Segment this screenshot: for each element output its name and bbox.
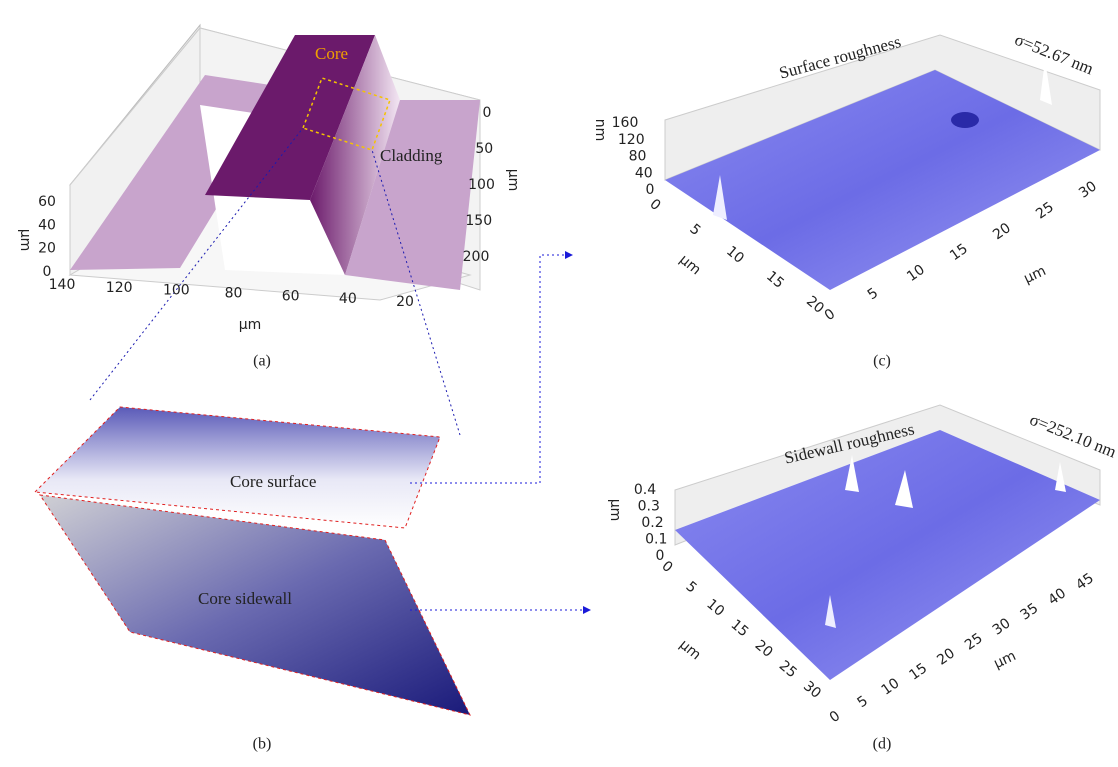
tick-label: 15 [728,617,752,641]
tick-label: 25 [776,658,800,682]
tick-label: 100 [468,177,495,193]
y-unit: μm [676,252,704,279]
tick-label: 80 [629,149,647,165]
tick-label: 0.3 [638,499,660,515]
caption: (d) [873,736,892,753]
tick-label: 0.1 [645,532,667,548]
x-unit: μm [991,648,1018,672]
z-unit: μm [607,499,623,522]
tick-label: 0 [646,182,655,198]
tick-label: 140 [49,277,76,293]
tick-label: 15 [763,268,787,292]
tick-label: 200 [463,249,490,265]
tick-label: 40 [339,291,357,307]
caption: (b) [253,736,272,753]
panel-b: Core surface Core sidewall (b) [35,255,590,753]
y-unit: μm [676,637,704,664]
tick-label: 160 [612,115,639,131]
sidewall-label: Core sidewall [198,589,292,608]
tick-label: 80 [225,286,243,302]
panel-c: Surface roughness σ=52.67 nm nm μm μm (c… [592,30,1100,370]
tick-label: 0.4 [634,482,656,498]
tick-label: 20 [934,645,958,668]
tick-label: 5 [855,693,871,711]
tick-label: 40 [38,217,56,233]
tick-label: 0 [822,306,838,324]
tick-label: 40 [1045,585,1069,608]
tick-label: 25 [1033,199,1057,222]
x-unit: μm [1021,263,1048,287]
tick-label: 15 [906,660,930,683]
tick-label: 0 [646,196,663,214]
tick-label: 5 [686,221,703,239]
tick-label: 40 [635,165,653,181]
tick-label: 25 [962,630,986,653]
tick-label: 45 [1073,570,1097,593]
tick-label: 100 [163,283,190,299]
tick-label: 10 [879,675,903,698]
tick-label: 120 [618,132,645,148]
tick-label: 30 [990,615,1014,638]
tick-label: 20 [752,637,776,661]
core-label: Core [315,44,348,63]
tick-label: 5 [865,285,881,303]
tick-label: 0 [483,105,492,121]
tick-label: 150 [465,213,492,229]
tick-label: 15 [947,241,971,264]
caption: (a) [253,353,271,370]
tick-label: 10 [723,243,747,267]
tick-label: 120 [106,280,133,296]
tick-label: 10 [904,262,928,285]
tick-label: 60 [282,288,300,304]
surface-label: Core surface [230,472,316,491]
panel-a: Core Cladding μm μm μm (a) [17,25,521,435]
tick-label: 20 [396,294,414,310]
z-unit: μm [17,229,33,252]
tick-label: 0 [827,708,843,726]
x-unit: μm [239,317,262,333]
z-unit: nm [592,119,608,142]
caption: (c) [873,353,891,370]
tick-label: 30 [1076,178,1100,201]
tick-label: 5 [683,579,700,597]
tick-label: 10 [703,596,727,620]
tick-label: 0.2 [641,515,663,531]
tick-label: 60 [38,194,56,210]
tick-label: 50 [475,141,493,157]
tick-label: 20 [38,241,56,257]
cladding-label: Cladding [380,146,443,165]
y-unit: μm [505,169,521,192]
tick-label: 35 [1018,600,1042,623]
figure: Core Cladding μm μm μm (a) Core surface … [0,0,1118,767]
tick-label: 0 [656,548,665,564]
tick-label: 30 [800,678,824,702]
tick-label: 20 [990,220,1014,243]
